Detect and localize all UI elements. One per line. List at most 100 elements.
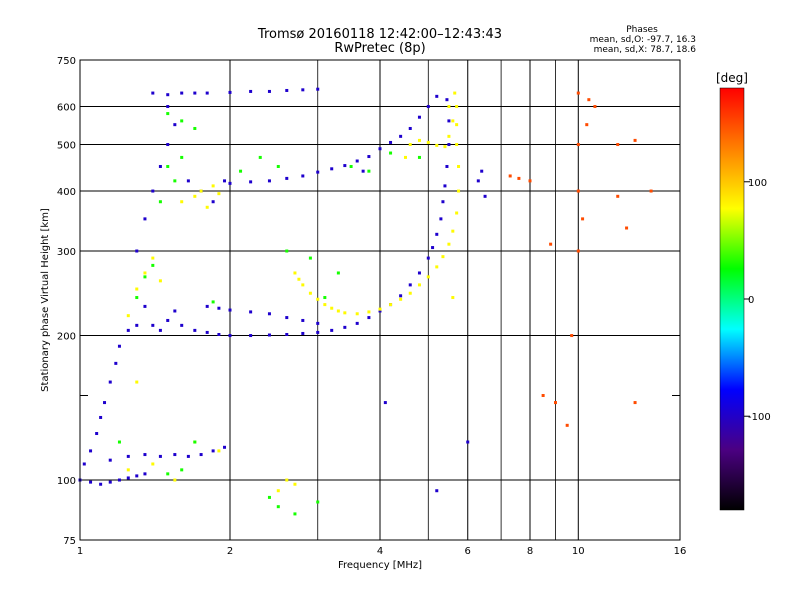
plot-frame — [79, 59, 681, 541]
data-point — [166, 318, 170, 322]
data-point — [217, 306, 221, 310]
data-point — [455, 123, 459, 127]
x-tick-label: 16 — [674, 546, 687, 557]
data-point — [151, 462, 155, 466]
data-point — [625, 226, 629, 230]
data-point — [549, 242, 553, 246]
data-point — [361, 169, 365, 173]
data-point — [135, 474, 139, 478]
data-point — [217, 192, 221, 196]
data-point — [211, 449, 215, 453]
data-points — [78, 87, 653, 516]
data-point — [581, 217, 585, 221]
data-point — [417, 138, 421, 142]
data-point — [249, 89, 253, 93]
y-tick-label: 300 — [57, 247, 76, 258]
data-point — [455, 143, 459, 147]
data-point — [466, 440, 470, 444]
data-point — [336, 309, 340, 313]
data-point — [447, 242, 451, 246]
data-point — [223, 179, 227, 183]
data-point — [451, 296, 455, 300]
data-point — [565, 423, 569, 427]
data-point — [173, 478, 177, 482]
data-point — [166, 164, 170, 168]
data-point — [445, 164, 449, 168]
data-point — [483, 194, 487, 198]
x-tick-label: 6 — [465, 546, 471, 557]
data-point — [285, 176, 289, 180]
data-point — [158, 164, 162, 168]
data-point — [323, 296, 327, 300]
colorbar — [719, 87, 745, 511]
data-point — [276, 164, 280, 168]
data-point — [223, 445, 227, 449]
data-point — [453, 91, 457, 95]
data-point — [508, 174, 512, 178]
data-point — [576, 91, 580, 95]
data-point — [451, 119, 455, 123]
data-point — [383, 401, 387, 405]
data-point — [293, 482, 297, 486]
data-point — [205, 91, 209, 95]
data-point — [173, 453, 177, 457]
data-point — [541, 394, 545, 398]
data-point — [349, 164, 353, 168]
data-point — [408, 143, 412, 147]
colorbar-tick-label: 100 — [748, 178, 767, 189]
data-point — [108, 380, 112, 384]
data-point — [135, 249, 139, 253]
x-tick-label: 8 — [527, 546, 533, 557]
data-point — [158, 328, 162, 332]
data-point — [126, 328, 130, 332]
data-point — [158, 200, 162, 204]
data-point — [193, 126, 197, 130]
data-point — [330, 306, 334, 310]
data-point — [343, 325, 347, 329]
data-point — [301, 331, 305, 335]
data-point — [323, 303, 327, 307]
data-point — [355, 321, 359, 325]
data-point — [417, 115, 421, 119]
data-point — [186, 179, 190, 183]
data-point — [211, 184, 215, 188]
data-point — [367, 310, 371, 314]
data-point — [205, 304, 209, 308]
data-point — [408, 283, 412, 287]
plot-grid — [79, 59, 681, 541]
data-point — [587, 98, 591, 102]
data-point — [403, 155, 407, 159]
data-point — [193, 328, 197, 332]
chart-title: Tromsø 20160118 12:42:00–12:43:43 — [257, 27, 502, 42]
data-point — [173, 123, 177, 127]
data-point — [180, 323, 184, 327]
y-tick-label: 100 — [57, 476, 76, 487]
data-point — [447, 143, 451, 147]
data-point — [276, 505, 280, 509]
x-tick-label: 4 — [377, 546, 383, 557]
data-point — [435, 94, 439, 98]
phase-header-title: Phases — [626, 25, 658, 35]
x-axis-label: Frequency [MHz] — [338, 560, 422, 571]
data-point — [308, 291, 312, 295]
data-point — [585, 123, 589, 127]
data-point — [267, 89, 271, 93]
data-point — [570, 334, 574, 338]
y-tick-label: 500 — [57, 141, 76, 152]
data-point — [173, 179, 177, 183]
colorbar-tick-label: -100 — [748, 412, 771, 423]
data-point — [330, 328, 334, 332]
data-point — [135, 323, 139, 327]
data-point — [426, 256, 430, 260]
data-point — [151, 189, 155, 193]
data-point — [389, 303, 393, 307]
data-point — [117, 440, 121, 444]
data-point — [435, 489, 439, 493]
data-point — [355, 159, 359, 163]
data-point — [285, 316, 289, 320]
data-point — [455, 105, 459, 109]
data-point — [399, 134, 403, 138]
data-point — [441, 255, 445, 259]
data-point — [576, 189, 580, 193]
data-point — [517, 176, 521, 180]
